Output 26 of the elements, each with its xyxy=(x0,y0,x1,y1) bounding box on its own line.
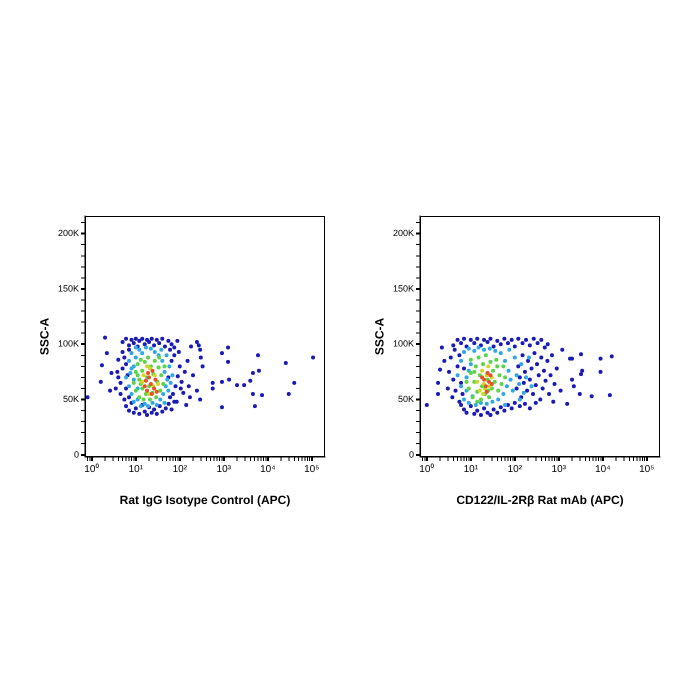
x-tick-label: 10⁵ xyxy=(639,464,654,475)
x-tick-label: 10² xyxy=(508,464,523,475)
x-tick-label: 10⁰ xyxy=(84,462,100,475)
y-tick-label: 200K xyxy=(58,228,79,238)
y-tick-label: 150K xyxy=(392,283,414,294)
y-axis-title: SSC-A xyxy=(372,318,387,356)
x-tick-label: 10⁰ xyxy=(419,462,434,475)
x-tick-label: 10³ xyxy=(552,464,567,475)
y-tick-label: 0 xyxy=(74,449,79,460)
x-tick-label: 10² xyxy=(172,464,188,475)
y-tick-label: 200K xyxy=(392,228,414,238)
x-axis-title: Rat IgG Isotype Control (APC) xyxy=(120,493,290,508)
x-tick-label: 10⁴ xyxy=(260,464,276,475)
y-axis-title: SSC-A xyxy=(38,318,52,356)
x-tick-label: 10¹ xyxy=(464,464,479,475)
x-tick-label: 10⁴ xyxy=(595,464,610,475)
y-tick-label: 100K xyxy=(392,338,414,349)
y-tick-label: 50K xyxy=(398,394,414,404)
x-tick-label: 10³ xyxy=(216,464,232,475)
y-tick-label: 50K xyxy=(62,394,79,404)
y-tick-label: 150K xyxy=(58,283,79,294)
y-tick-label: 100K xyxy=(58,338,79,349)
y-tick-label: 0 xyxy=(408,449,414,460)
x-tick-label: 10¹ xyxy=(128,464,144,475)
x-axis-title: CD122/IL-2Rβ Rat mAb (APC) xyxy=(456,493,624,508)
x-tick-label: 10⁵ xyxy=(304,464,320,475)
